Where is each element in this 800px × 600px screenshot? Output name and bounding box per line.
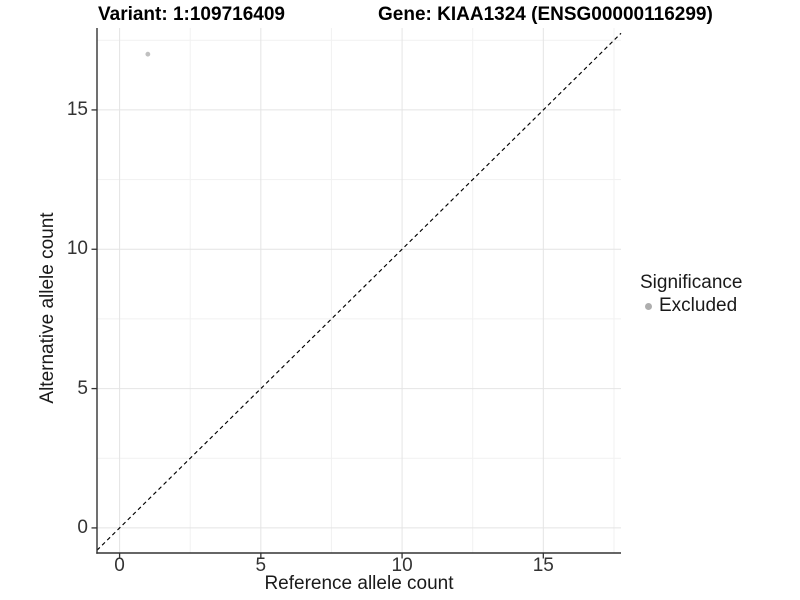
y-tick-label: 5 bbox=[77, 377, 88, 399]
data-point bbox=[145, 51, 151, 57]
y-tick-label: 10 bbox=[66, 238, 88, 260]
plot-title-gene: Gene: KIAA1324 (ENSG00000116299) bbox=[378, 4, 713, 25]
y-tick-label: 0 bbox=[77, 516, 88, 538]
x-tick-label: 0 bbox=[114, 555, 125, 576]
identity-line bbox=[96, 32, 622, 551]
y-tick-label: 15 bbox=[66, 98, 88, 120]
legend-marker-circle-icon bbox=[645, 302, 652, 310]
x-tick-label: 10 bbox=[391, 555, 413, 576]
legend-item-label: Excluded bbox=[659, 295, 738, 316]
plot-title-variant: Variant: 1:109716409 bbox=[98, 4, 285, 25]
legend-item-excluded: Excluded bbox=[640, 295, 742, 317]
legend-title: Significance bbox=[640, 272, 743, 293]
x-axis-title: Reference allele count bbox=[264, 573, 454, 594]
x-tick-label: 5 bbox=[255, 555, 267, 576]
x-tick-label: 15 bbox=[532, 555, 554, 576]
legend: Significance Excluded bbox=[640, 272, 742, 317]
